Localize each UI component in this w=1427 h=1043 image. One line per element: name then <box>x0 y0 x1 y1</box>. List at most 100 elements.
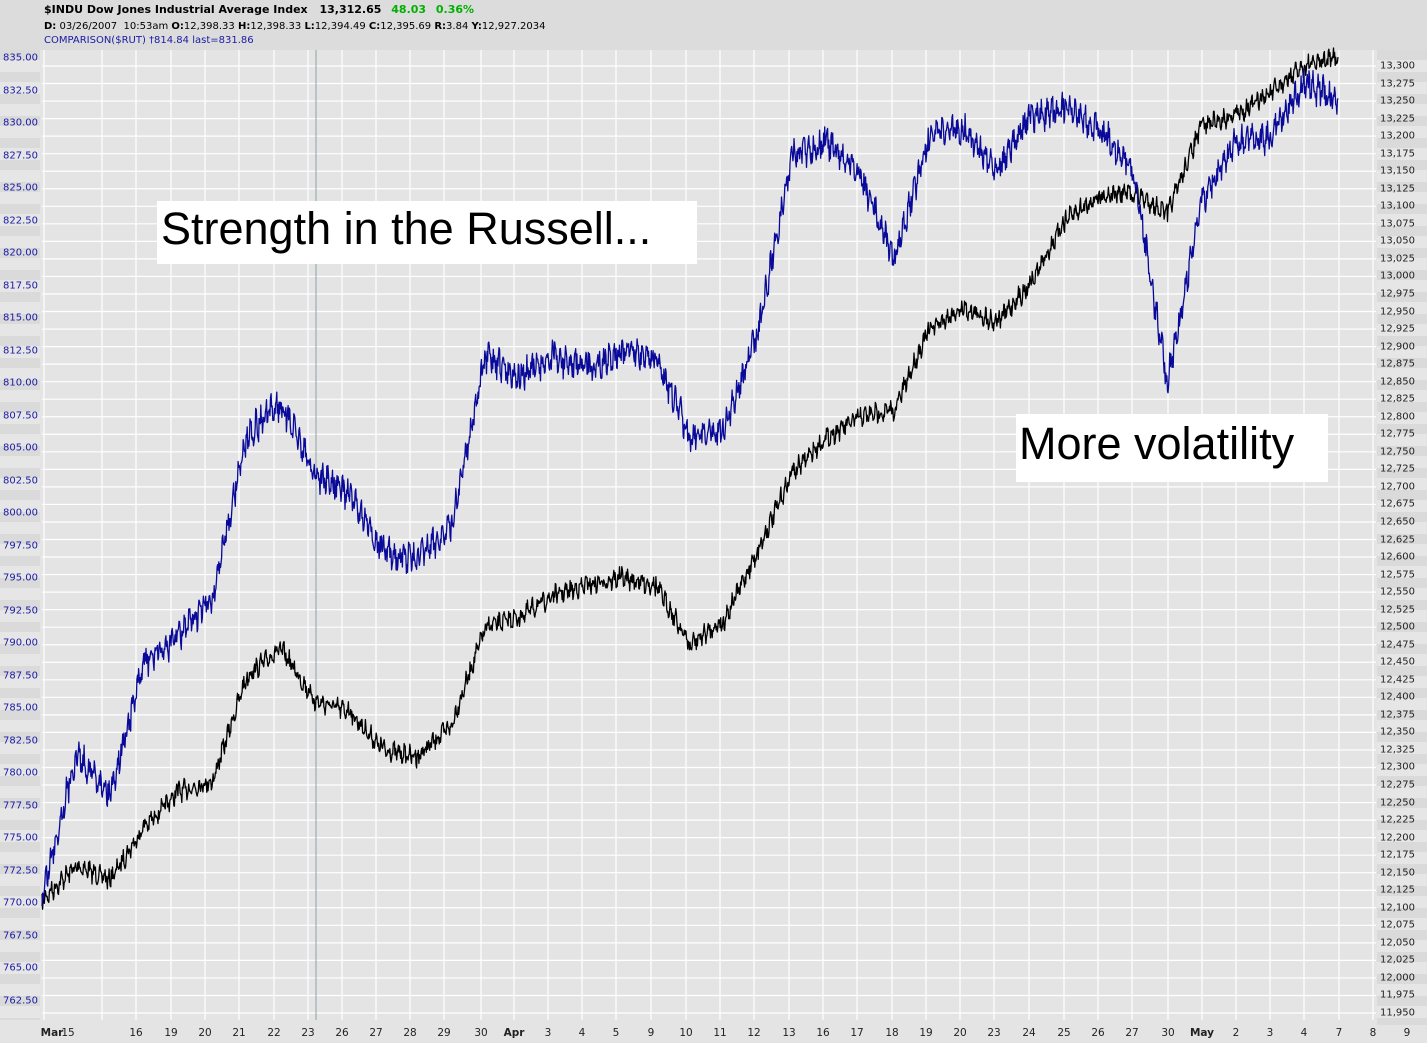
left-axis-tick: 770.00 <box>3 897 38 909</box>
x-axis-tick: 23 <box>987 1027 1001 1039</box>
x-axis-tick: 10 <box>679 1027 693 1039</box>
right-axis-tick: 12,675 <box>1380 498 1415 510</box>
x-axis-tick: 20 <box>953 1027 967 1039</box>
bar-high: 12,398.33 <box>250 21 302 32</box>
x-axis-tick: 19 <box>164 1027 178 1039</box>
x-axis-tick: Apr <box>503 1027 525 1039</box>
left-axis-tick: 777.50 <box>3 800 38 812</box>
right-axis-tick: 12,275 <box>1380 779 1415 791</box>
annotation-volatility: More volatility <box>1016 414 1328 482</box>
right-axis-tick: 12,350 <box>1380 726 1415 738</box>
x-axis-tick: May <box>1189 1027 1215 1039</box>
right-axis-tick: 12,425 <box>1380 674 1415 686</box>
annotation-volatility-text: More volatility <box>1019 418 1295 469</box>
right-axis-tick: 12,200 <box>1380 832 1415 844</box>
x-axis-tick: 24 <box>1022 1027 1036 1039</box>
right-axis-tick: 13,250 <box>1380 95 1415 107</box>
right-axis-tick: 11,950 <box>1380 1007 1415 1019</box>
x-axis-tick: 28 <box>403 1027 417 1039</box>
right-axis-tick: 13,050 <box>1380 235 1415 247</box>
left-axis-tick: 820.00 <box>3 247 38 259</box>
x-axis-tick: 30 <box>1161 1027 1175 1039</box>
right-axis-tick: 12,750 <box>1380 446 1415 458</box>
left-axis-tick: 782.50 <box>3 735 38 747</box>
left-axis-tick: 827.50 <box>3 150 38 162</box>
x-axis-tick: 16 <box>816 1027 830 1039</box>
left-axis-tick: 822.50 <box>3 215 38 227</box>
bar-low: 12,394.49 <box>314 21 366 32</box>
x-axis-tick: 30 <box>474 1027 488 1039</box>
right-axis-tick: 12,125 <box>1380 884 1415 896</box>
left-axis-tick: 807.50 <box>3 410 38 422</box>
right-axis-tick: 12,625 <box>1380 534 1415 545</box>
right-axis-tick: 12,550 <box>1380 586 1415 598</box>
bar-close: 12,395.69 <box>380 21 432 32</box>
right-axis-tick: 13,150 <box>1380 165 1415 177</box>
right-axis-tick: 12,475 <box>1380 639 1415 651</box>
x-axis-tick: 22 <box>267 1027 281 1039</box>
left-axis-tick: 812.50 <box>3 345 38 357</box>
right-axis-tick: 12,150 <box>1380 867 1415 879</box>
x-axis-tick: 26 <box>1091 1027 1105 1039</box>
series-line <box>41 47 1339 910</box>
right-axis-tick: 12,375 <box>1380 709 1415 721</box>
annotation-russell: Strength in the Russell... <box>157 201 697 264</box>
left-axis-tick: 790.00 <box>3 637 38 649</box>
right-axis-tick: 12,850 <box>1380 376 1415 388</box>
bar-time: 10:53am <box>123 21 169 32</box>
right-axis-tick: 12,400 <box>1380 691 1415 703</box>
right-axis-tick: 12,025 <box>1380 954 1415 966</box>
left-axis <box>0 50 40 1020</box>
left-axis-tick: 775.00 <box>3 832 38 844</box>
annotation-russell-text: Strength in the Russell... <box>161 203 652 254</box>
x-axis-tick: 11 <box>713 1027 727 1039</box>
right-axis-tick: 12,050 <box>1380 937 1415 949</box>
last-price: 13,312.65 <box>319 3 382 16</box>
right-axis-tick: 11,975 <box>1380 989 1415 1001</box>
high-label: H: <box>237 21 251 32</box>
index-name: Dow Jones Industrial Average Index <box>86 3 308 16</box>
right-axis-tick: 13,275 <box>1380 78 1415 90</box>
bar-date: 03/26/2007 <box>59 21 118 32</box>
right-axis-tick: 13,000 <box>1380 270 1415 282</box>
right-axis-tick: 13,200 <box>1380 130 1415 142</box>
x-axis-tick: 12 <box>747 1027 761 1039</box>
right-axis-tick: 13,075 <box>1380 218 1415 230</box>
left-axis-tick: 835.00 <box>3 52 38 64</box>
right-axis-tick: 12,700 <box>1380 481 1415 493</box>
x-axis-tick: 9 <box>1403 1027 1411 1039</box>
right-axis <box>1377 50 1427 1025</box>
comparison-info: COMPARISON($RUT) †814.84 last=831.86 <box>44 35 254 46</box>
date-label: D: <box>44 21 57 32</box>
left-axis-tick: 762.50 <box>3 995 38 1007</box>
left-axis-tick: 802.50 <box>3 475 38 487</box>
x-axis-tick: 21 <box>232 1027 246 1039</box>
x-axis-tick: 18 <box>885 1027 899 1039</box>
right-axis-tick: 12,875 <box>1380 358 1415 370</box>
right-axis-tick: 12,775 <box>1380 428 1415 440</box>
symbol: $INDU <box>44 3 84 16</box>
left-axis-tick: 815.00 <box>3 312 38 324</box>
bar-y-value: 12,927.2034 <box>481 21 546 32</box>
x-axis-tick: 2 <box>1232 1027 1240 1039</box>
right-axis-tick: 12,225 <box>1380 814 1415 826</box>
left-axis-tick: 825.00 <box>3 182 38 194</box>
x-axis-tick: 27 <box>1125 1027 1139 1039</box>
left-axis-tick: 797.50 <box>3 540 38 552</box>
x-axis-tick: 29 <box>437 1027 451 1039</box>
bar-range: 3.84 <box>446 21 469 32</box>
left-axis-tick: 832.50 <box>3 85 38 97</box>
bar-info-row: D: 03/26/2007 10:53am O:12,398.33 H:12,3… <box>44 21 546 32</box>
x-axis-tick: 9 <box>647 1027 655 1039</box>
right-axis-tick: 12,900 <box>1380 341 1415 353</box>
chart-header: $INDU Dow Jones Industrial Average Index… <box>0 0 1427 50</box>
right-axis-tick: 12,300 <box>1380 761 1415 773</box>
y-label: Y: <box>471 21 482 32</box>
right-axis-tick: 13,175 <box>1380 148 1415 160</box>
x-axis-tick: 7 <box>1335 1027 1343 1039</box>
right-axis-tick: 12,250 <box>1380 797 1415 809</box>
price-change-pct: 0.36% <box>435 3 475 16</box>
right-axis-tick: 13,100 <box>1380 200 1415 212</box>
left-axis-tick: 792.50 <box>3 605 38 617</box>
